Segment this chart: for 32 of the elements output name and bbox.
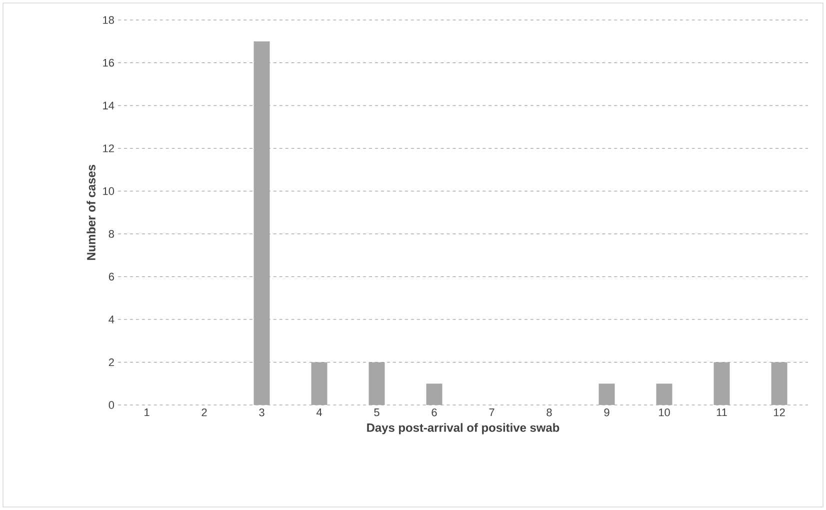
x-axis-title: Days post-arrival of positive swab (367, 423, 560, 434)
y-tick-label: 12 (103, 144, 114, 152)
bar (771, 362, 788, 405)
y-tick-label: 10 (103, 187, 114, 195)
x-tick-label: 10 (658, 408, 670, 416)
y-tick-label: 8 (108, 230, 114, 238)
y-tick-label: 18 (103, 16, 114, 24)
x-tick-label: 6 (432, 408, 437, 416)
y-tick-label: 6 (108, 272, 114, 281)
x-tick-label: 12 (774, 408, 785, 416)
x-tick-label: 2 (202, 408, 207, 416)
y-tick-label: 4 (108, 316, 114, 324)
bar (368, 362, 385, 405)
x-tick-label: 5 (374, 408, 380, 416)
x-tick-label: 3 (259, 408, 264, 416)
y-tick-label: 2 (108, 358, 114, 366)
bar (254, 41, 270, 405)
y-axis-title: Number of cases (86, 164, 96, 260)
x-tick-label: 9 (604, 408, 610, 416)
x-tick-label: 7 (489, 408, 494, 416)
bar (598, 384, 615, 405)
x-tick-label: 11 (716, 408, 727, 416)
y-tick-label: 0 (108, 401, 114, 409)
x-tick-label: 8 (546, 408, 552, 416)
x-tick-label: 4 (316, 408, 322, 416)
bar (714, 362, 730, 405)
x-tick-label: 1 (144, 408, 150, 416)
bar (656, 384, 672, 405)
bar (311, 362, 328, 405)
y-tick-label: 14 (103, 102, 114, 110)
bar (426, 384, 442, 405)
y-tick-label: 16 (103, 58, 114, 67)
